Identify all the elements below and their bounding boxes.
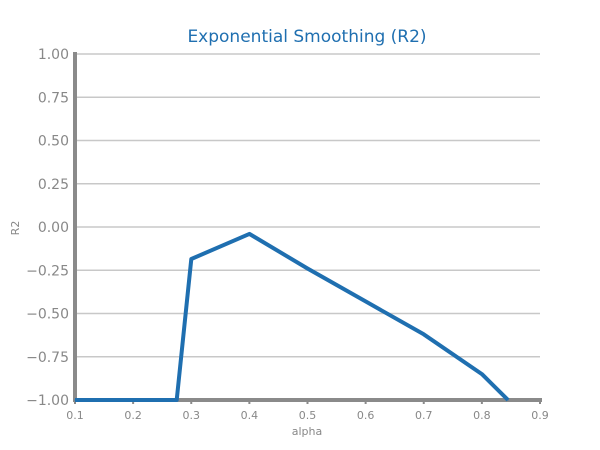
y-tick-label: 0.25	[38, 177, 69, 193]
y-tick-label: −0.50	[26, 307, 69, 323]
x-tick-labels: 0.1 0.2 0.3 0.4 0.5 0.6 0.7 0.8 0.9	[66, 409, 549, 422]
y-tick-label: −1.00	[26, 393, 69, 409]
y-tick-label: 0.50	[38, 134, 69, 150]
axes	[73, 52, 542, 404]
x-tick-label: 0.5	[299, 409, 317, 422]
data-point	[423, 333, 425, 335]
data-point	[132, 399, 134, 401]
y-tick-label: 1.00	[38, 47, 69, 63]
series-line	[75, 231, 510, 402]
y-tick-label: 0.00	[38, 220, 69, 236]
y-tick-labels: 1.00 0.75 0.50 0.25 0.00 −0.25 −0.50 −0.75 −1.00	[26, 47, 69, 409]
x-tick-label: 0.8	[473, 409, 491, 422]
x-tick-label: 0.2	[124, 409, 142, 422]
y-tick-label: −0.25	[26, 263, 69, 279]
data-point	[507, 399, 509, 401]
data-point	[307, 268, 308, 270]
data-point	[481, 373, 483, 375]
x-tick-label: 0.4	[241, 409, 259, 422]
x-tick-label: 0.1	[66, 409, 84, 422]
data-point	[176, 399, 178, 401]
data-point	[365, 300, 367, 302]
x-tick-label: 0.9	[531, 409, 549, 422]
y-tick-label: −0.75	[26, 350, 69, 366]
series-layer	[74, 231, 510, 402]
data-point	[248, 233, 250, 235]
y-axis-label: R2	[9, 221, 22, 236]
y-tick-label: 0.75	[38, 90, 69, 106]
grid	[75, 53, 540, 401]
x-tick-label: 0.6	[357, 409, 375, 422]
x-tick-label: 0.3	[183, 409, 201, 422]
data-point	[190, 258, 192, 260]
x-axis-label: alpha	[292, 425, 323, 438]
data-point	[74, 399, 76, 401]
chart-title: Exponential Smoothing (R2)	[187, 27, 426, 47]
x-tick-label: 0.7	[415, 409, 433, 422]
